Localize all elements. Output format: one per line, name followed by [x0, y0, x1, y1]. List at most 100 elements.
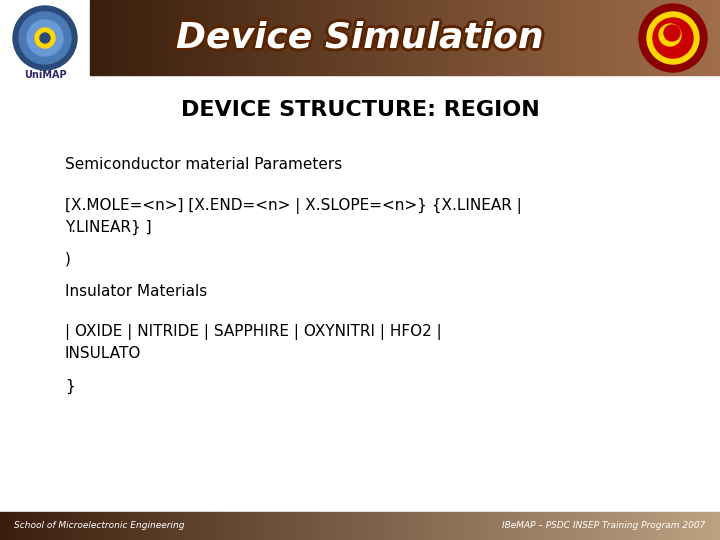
Bar — [228, 512, 230, 540]
Bar — [590, 0, 592, 75]
Bar — [29, 512, 31, 540]
Bar — [528, 512, 531, 540]
Bar — [99, 0, 101, 75]
Bar — [480, 512, 482, 540]
Bar — [451, 0, 454, 75]
Bar — [630, 0, 632, 75]
Bar — [544, 0, 546, 75]
Bar — [472, 0, 474, 75]
Circle shape — [653, 18, 693, 58]
Bar — [408, 512, 410, 540]
Bar — [550, 0, 552, 75]
Bar — [703, 0, 706, 75]
Bar — [487, 512, 490, 540]
Bar — [158, 512, 161, 540]
Bar — [359, 0, 361, 75]
Bar — [495, 512, 497, 540]
Text: ): ) — [65, 252, 71, 267]
Bar — [376, 0, 378, 75]
Bar — [143, 0, 145, 75]
Bar — [58, 512, 60, 540]
Bar — [706, 0, 707, 75]
Bar — [718, 0, 720, 75]
Bar — [120, 0, 122, 75]
Bar — [356, 0, 359, 75]
Bar — [397, 0, 399, 75]
Bar — [560, 0, 562, 75]
Bar — [491, 0, 493, 75]
Bar — [390, 0, 392, 75]
Bar — [180, 0, 182, 75]
Bar — [109, 0, 111, 75]
Bar — [222, 0, 225, 75]
Bar — [577, 0, 580, 75]
Bar — [505, 0, 508, 75]
Bar — [394, 512, 396, 540]
Bar — [207, 512, 209, 540]
Bar — [707, 0, 709, 75]
Bar — [542, 512, 545, 540]
Bar — [711, 512, 713, 540]
Bar — [672, 0, 674, 75]
Bar — [459, 0, 462, 75]
Bar — [426, 0, 428, 75]
Bar — [451, 512, 454, 540]
Bar — [610, 512, 612, 540]
Bar — [216, 0, 218, 75]
Bar — [580, 0, 582, 75]
Bar — [344, 0, 346, 75]
Bar — [367, 0, 369, 75]
Bar — [691, 512, 693, 540]
Bar — [315, 0, 317, 75]
Bar — [504, 0, 505, 75]
Bar — [629, 512, 631, 540]
Bar — [678, 0, 680, 75]
Bar — [431, 0, 432, 75]
Bar — [342, 0, 344, 75]
Bar — [607, 512, 610, 540]
Bar — [331, 512, 333, 540]
Bar — [379, 512, 382, 540]
Bar — [279, 0, 281, 75]
Bar — [578, 512, 581, 540]
Bar — [485, 512, 487, 540]
Bar — [541, 0, 544, 75]
Bar — [457, 0, 459, 75]
Bar — [210, 0, 212, 75]
Bar — [305, 512, 307, 540]
Bar — [227, 0, 229, 75]
Bar — [378, 0, 380, 75]
Bar — [137, 512, 139, 540]
Bar — [142, 512, 144, 540]
Bar — [646, 512, 648, 540]
Bar — [562, 0, 564, 75]
Bar — [624, 0, 626, 75]
Bar — [590, 512, 593, 540]
Bar — [140, 0, 143, 75]
Bar — [343, 512, 346, 540]
Bar — [595, 512, 598, 540]
Bar — [292, 0, 294, 75]
Bar — [396, 512, 398, 540]
Bar — [463, 512, 466, 540]
Bar — [120, 512, 122, 540]
Bar — [405, 0, 407, 75]
Bar — [192, 512, 194, 540]
Bar — [598, 0, 600, 75]
Bar — [336, 512, 338, 540]
Bar — [437, 512, 439, 540]
Bar — [296, 0, 298, 75]
Bar — [355, 0, 356, 75]
Circle shape — [664, 25, 680, 41]
Text: }: } — [65, 379, 75, 394]
Bar — [598, 512, 600, 540]
Bar — [259, 512, 261, 540]
Bar — [333, 512, 336, 540]
Bar — [708, 512, 711, 540]
Bar — [557, 512, 559, 540]
Bar — [487, 0, 489, 75]
Bar — [619, 0, 621, 75]
Bar — [293, 512, 295, 540]
Bar — [99, 512, 101, 540]
Bar — [205, 0, 207, 75]
